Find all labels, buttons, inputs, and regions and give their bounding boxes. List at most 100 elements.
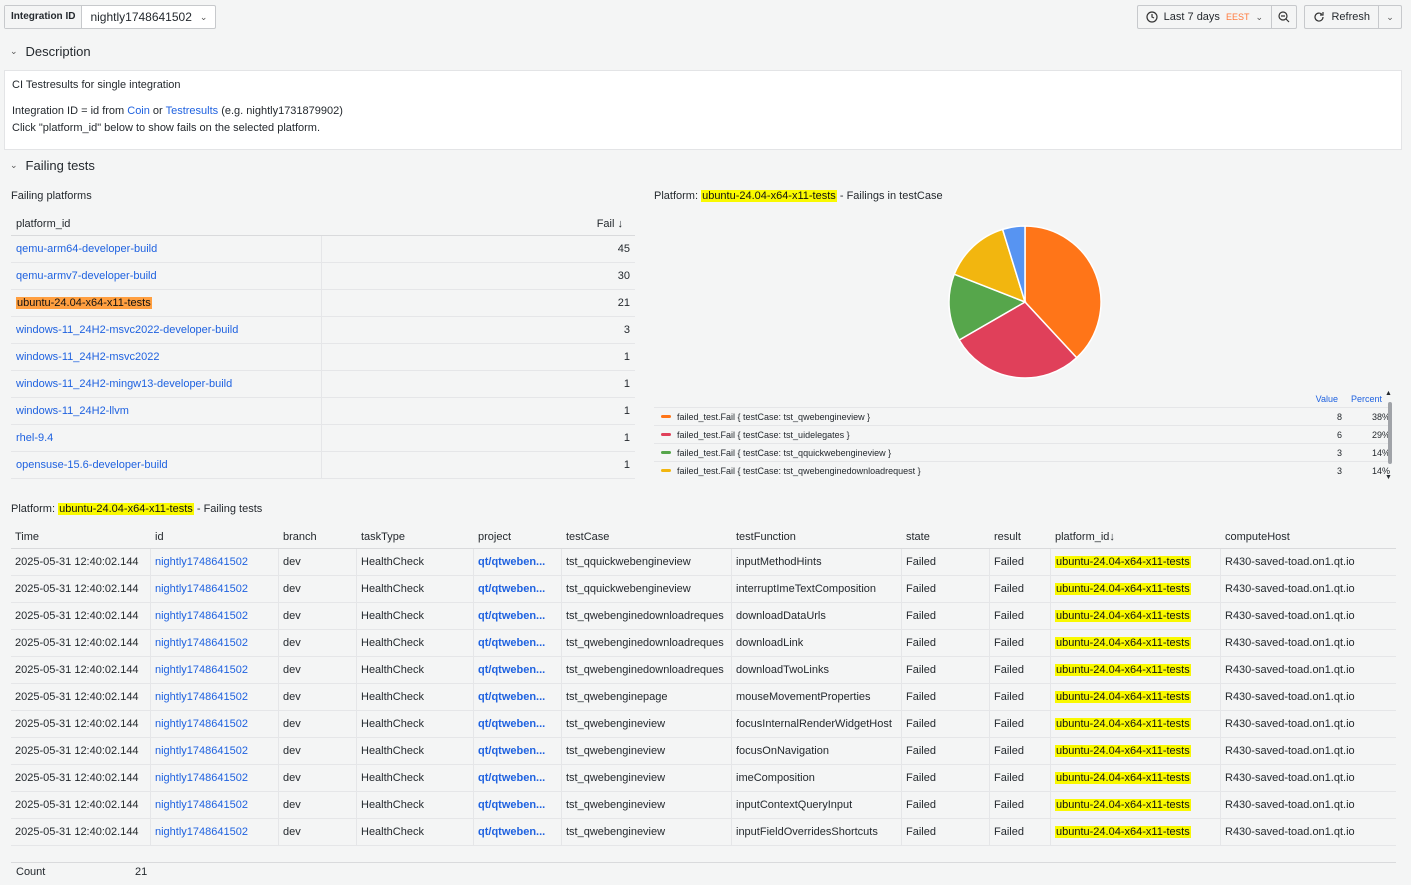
legend-label: failed_test.Fail { testCase: tst_uideleg… xyxy=(677,429,850,440)
zoom-out-button[interactable] xyxy=(1272,6,1296,28)
id-column-header[interactable]: id xyxy=(151,526,279,548)
project-link[interactable]: qt/qtweben... xyxy=(478,664,546,676)
title-text: - Failing tests xyxy=(193,503,263,515)
state-column-header[interactable]: state xyxy=(902,526,990,548)
result-column-header[interactable]: result xyxy=(990,526,1051,548)
platform-link[interactable]: windows-11_24H2-mingw13-developer-build xyxy=(16,378,233,390)
failing-tests-row-toggle[interactable]: ⌄ Failing tests xyxy=(10,158,95,173)
result-cell: Failed xyxy=(990,819,1051,845)
project-link[interactable]: qt/qtweben... xyxy=(478,556,546,568)
pie-slice[interactable] xyxy=(1001,225,1026,303)
result-value: Failed xyxy=(994,745,1024,757)
fail-column-header[interactable]: Fail ↓ xyxy=(515,218,635,230)
project-link[interactable]: qt/qtweben... xyxy=(478,826,546,838)
integration-id-link[interactable]: nightly1748641502 xyxy=(155,610,248,622)
testresults-link[interactable]: Testresults xyxy=(165,105,219,117)
platform-link[interactable]: opensuse-15.6-developer-build xyxy=(16,459,168,471)
legend-swatch xyxy=(661,415,671,418)
integration-id-link[interactable]: nightly1748641502 xyxy=(155,664,248,676)
platform-link[interactable]: windows-11_24H2-msvc2022 xyxy=(16,351,160,363)
platform-id-column-header[interactable]: platform_id ↓ xyxy=(1051,526,1221,548)
refresh-button[interactable]: Refresh xyxy=(1305,6,1379,28)
test-case-value: tst_qwebenginedownloadreques xyxy=(566,637,724,649)
project-link[interactable]: qt/qtweben... xyxy=(478,583,546,595)
platform-link[interactable]: ubuntu-24.04-x64-x11-tests xyxy=(16,297,152,309)
integration-id-link[interactable]: nightly1748641502 xyxy=(155,556,248,568)
chevron-down-icon: ⌄ xyxy=(199,12,208,22)
task-type-value: HealthCheck xyxy=(361,556,424,568)
time-range-picker[interactable]: Last 7 days EEST ⌄ xyxy=(1138,6,1272,28)
compute-host-column-header[interactable]: computeHost xyxy=(1221,526,1396,548)
project-cell: qt/qtweben... xyxy=(474,792,562,818)
task-type-column-header[interactable]: taskType xyxy=(357,526,474,548)
table-row: 2025-05-31 12:40:02.144 nightly1748641502… xyxy=(11,630,1396,657)
time-column-header[interactable]: Time xyxy=(11,526,151,548)
platform-link[interactable]: qemu-armv7-developer-build xyxy=(16,270,157,282)
description-row-toggle[interactable]: ⌄ Description xyxy=(10,44,91,59)
platform-id-cell: ubuntu-24.04-x64-x11-tests xyxy=(1051,657,1221,683)
legend-scroll-thumb[interactable] xyxy=(1388,402,1392,464)
time-cell: 2025-05-31 12:40:02.144 xyxy=(11,684,151,710)
result-cell: Failed xyxy=(990,792,1051,818)
project-link[interactable]: qt/qtweben... xyxy=(478,610,546,622)
coin-link[interactable]: Coin xyxy=(127,105,150,117)
project-column-header[interactable]: project xyxy=(474,526,562,548)
time-range-controls: Last 7 days EEST ⌄ xyxy=(1136,5,1297,29)
platform-id-value: ubuntu-24.04-x64-x11-tests xyxy=(1055,772,1191,784)
fail-header-label: Fail xyxy=(596,218,615,230)
column-header-label: Time xyxy=(15,531,40,543)
integration-id-link[interactable]: nightly1748641502 xyxy=(155,826,248,838)
integration-id-link[interactable]: nightly1748641502 xyxy=(155,772,248,784)
platform-link[interactable]: qemu-arm64-developer-build xyxy=(16,243,158,255)
platforms-table-header: platform_id Fail ↓ xyxy=(11,213,635,236)
refresh-icon xyxy=(1314,12,1325,22)
branch-column-header[interactable]: branch xyxy=(279,526,357,548)
platforms-panel-title: Failing platforms xyxy=(11,190,92,202)
integration-id-link[interactable]: nightly1748641502 xyxy=(155,799,248,811)
legend-item[interactable]: failed_test.Fail { testCase: tst_uideleg… xyxy=(654,425,1392,443)
legend-item[interactable]: failed_test.Fail { testCase: tst_qwebeng… xyxy=(654,461,1392,479)
pie-slice[interactable] xyxy=(958,301,1078,379)
task-type-cell: HealthCheck xyxy=(357,549,474,575)
legend-item[interactable]: failed_test.Fail { testCase: tst_qquickw… xyxy=(654,443,1392,461)
integration-id-link[interactable]: nightly1748641502 xyxy=(155,691,248,703)
project-link[interactable]: qt/qtweben... xyxy=(478,637,546,649)
pie-slice[interactable] xyxy=(948,273,1027,342)
integration-id-link[interactable]: nightly1748641502 xyxy=(155,637,248,649)
integration-id-link[interactable]: nightly1748641502 xyxy=(155,583,248,595)
test-case-column-header[interactable]: testCase xyxy=(562,526,732,548)
integration-id-select[interactable]: nightly1748641502 ⌄ xyxy=(82,6,215,28)
project-link[interactable]: qt/qtweben... xyxy=(478,799,546,811)
legend-scrollbar[interactable]: ▲ ▼ xyxy=(1385,390,1393,482)
project-link[interactable]: qt/qtweben... xyxy=(478,691,546,703)
project-link[interactable]: qt/qtweben... xyxy=(478,718,546,730)
column-header-label: project xyxy=(478,531,512,543)
id-cell: nightly1748641502 xyxy=(151,684,279,710)
branch-cell: dev xyxy=(279,711,357,737)
compute-host-cell: R430-saved-toad.on1.qt.io xyxy=(1221,819,1396,845)
state-cell: Failed xyxy=(902,603,990,629)
integration-id-link[interactable]: nightly1748641502 xyxy=(155,718,248,730)
pie-slice[interactable] xyxy=(1024,225,1102,359)
platform-id-column-header[interactable]: platform_id xyxy=(16,218,71,230)
refresh-interval-dropdown[interactable]: ⌄ xyxy=(1379,6,1401,28)
legend-percent-header[interactable]: Percent xyxy=(1350,393,1382,404)
test-case-cell: tst_qwebengineview xyxy=(562,819,732,845)
compute-host-value: R430-saved-toad.on1.qt.io xyxy=(1225,718,1355,730)
result-cell: Failed xyxy=(990,630,1051,656)
legend-value-header[interactable]: Value xyxy=(1315,393,1338,404)
task-type-value: HealthCheck xyxy=(361,610,424,622)
legend-item[interactable]: failed_test.Fail { testCase: tst_qwebeng… xyxy=(654,407,1392,425)
platform-link[interactable]: windows-11_24H2-llvm xyxy=(16,405,129,417)
test-function-cell: downloadTwoLinks xyxy=(732,657,902,683)
project-link[interactable]: qt/qtweben... xyxy=(478,772,546,784)
pie-slice[interactable] xyxy=(953,228,1027,304)
project-link[interactable]: qt/qtweben... xyxy=(478,745,546,757)
platform-link[interactable]: rhel-9.4 xyxy=(16,432,54,444)
integration-id-link[interactable]: nightly1748641502 xyxy=(155,745,248,757)
platform-link[interactable]: windows-11_24H2-msvc2022-developer-build xyxy=(16,324,239,336)
column-header-label: platform_id xyxy=(1055,531,1110,543)
fail-count-cell: 21 xyxy=(617,297,630,309)
task-type-value: HealthCheck xyxy=(361,745,424,757)
test-function-column-header[interactable]: testFunction xyxy=(732,526,902,548)
